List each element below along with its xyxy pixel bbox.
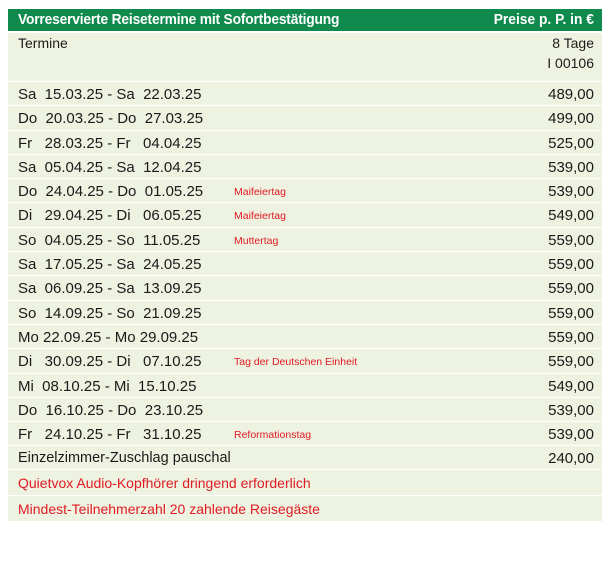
notice-headphones: Quietvox Audio-Kopfhörer dringend erford… [18,475,311,492]
date-range: Sa 17.05.25 - Sa 24.05.25 [18,256,202,274]
surcharge-price: 240,00 [548,450,594,468]
table-row: Mo 22.09.25 - Mo 29.09.25 559,00 [8,324,602,350]
notice-min-participants: Mindest-Teilnehmerzahl 20 zahlende Reise… [18,501,320,518]
price: 559,00 [548,304,594,322]
price: 559,00 [548,353,594,371]
surcharge-label: Einzelzimmer-Zuschlag pauschal [18,450,231,467]
date-range: So 04.05.25 - So 11.05.25 [18,231,201,249]
date-range: Sa 15.03.25 - Sa 22.03.25 [18,86,202,103]
holiday-note: Muttertag [234,234,279,247]
date-range: Di 30.09.25 - Di 07.10.25 [18,353,202,371]
table-row: Do 16.10.25 - Do 23.10.25 539,00 [8,397,602,423]
table-title: Vorreservierte Reisetermine mit Sofortbe… [18,11,340,28]
holiday-note: Reformationstag [234,429,312,442]
table-row: Sa 17.05.25 - Sa 24.05.25 559,00 [8,252,602,277]
date-range: Do 24.04.25 - Do 01.05.25 [18,183,204,201]
price: 549,00 [548,207,594,225]
price: 539,00 [548,183,594,201]
notice-row: Quietvox Audio-Kopfhörer dringend erford… [8,470,602,497]
date-range: Fr 24.10.25 - Fr 31.10.25 [18,426,202,444]
column-header-duration: 8 Tage [552,35,594,51]
price: 559,00 [548,256,594,274]
date-range: Sa 05.04.25 - Sa 12.04.25 [18,158,202,176]
date-range: So 14.09.25 - So 21.09.25 [18,304,202,322]
date-rows: Sa 15.03.25 - Sa 22.03.25 489,00 Do 20.03.… [8,82,602,447]
price: 539,00 [548,426,594,444]
price: 539,00 [548,401,594,419]
column-header-termine: Termine [18,35,68,51]
date-range: Do 16.10.25 - Do 23.10.25 [18,401,204,419]
surcharge-row: Einzelzimmer-Zuschlag pauschal 240,00 [8,446,602,471]
column-header-code: I 00106 [547,55,594,71]
column-header: Termine 8 Tage I 00106 [8,33,602,82]
price: 499,00 [548,110,594,128]
table-row: So 14.09.25 - So 21.09.25 559,00 [8,300,602,325]
date-range: Fr 28.03.25 - Fr 04.04.25 [18,134,202,152]
price: 559,00 [548,231,594,249]
table-row: Fr 28.03.25 - Fr 04.04.25 525,00 [8,130,602,155]
price: 549,00 [548,377,594,395]
price-unit-note: Preise p. P. in € [493,11,594,28]
table-header-bar: Vorreservierte Reisetermine mit Sofortbe… [8,9,602,33]
table-row: Di 29.04.25 - Di 06.05.25 Maifeiertag 549,… [8,203,602,228]
date-range: Di 29.04.25 - Di 06.05.25 [18,207,202,225]
date-range: Mo 22.09.25 - Mo 29.09.25 [18,328,199,346]
table-row: Sa 05.04.25 - Sa 12.04.25 539,00 [8,154,602,180]
date-range: Mi 08.10.25 - Mi 15.10.25 [18,377,197,395]
date-range: Do 20.03.25 - Do 27.03.25 [18,110,204,128]
table-row: Fr 24.10.25 - Fr 31.10.25 Reformationstag… [8,422,602,447]
notice-row: Mindest-Teilnehmerzahl 20 zahlende Reise… [8,496,602,523]
table-row: Di 30.09.25 - Di 07.10.25 Tag der Deutsch… [8,349,602,374]
price: 525,00 [548,134,594,152]
holiday-note: Tag der Deutschen Einheit [234,356,358,369]
price: 489,00 [548,86,594,103]
table-row: Sa 15.03.25 - Sa 22.03.25 489,00 [8,82,602,107]
table-row: Do 20.03.25 - Do 27.03.25 499,00 [8,106,602,131]
table-row: Do 24.04.25 - Do 01.05.25 Maifeiertag 539,… [8,179,602,204]
price: 539,00 [548,158,594,176]
date-range: Sa 06.09.25 - Sa 13.09.25 [18,280,202,298]
holiday-note: Maifeiertag [234,186,286,199]
price-table: Vorreservierte Reisetermine mit Sofortbe… [8,9,602,523]
table-row: Sa 06.09.25 - Sa 13.09.25 559,00 [8,276,602,301]
price: 559,00 [548,328,594,346]
table-row: Mi 08.10.25 - Mi 15.10.25 549,00 [8,373,602,398]
price: 559,00 [548,280,594,298]
table-row: So 04.05.25 - So 11.05.25 Muttertag 559,00 [8,227,602,253]
holiday-note: Maifeiertag [234,210,286,223]
